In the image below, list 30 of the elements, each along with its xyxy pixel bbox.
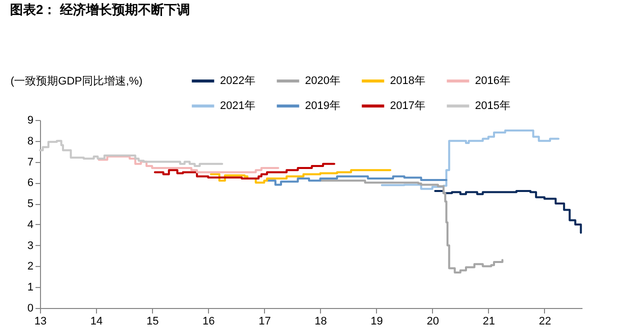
x-tick-label: 22 — [538, 316, 552, 328]
y-tick-label: 5 — [27, 198, 34, 210]
x-tick-label: 19 — [370, 316, 383, 328]
x-tick-label: 14 — [90, 316, 103, 328]
legend-label: 2020年 — [305, 75, 340, 87]
legend-label: 2018年 — [390, 75, 426, 87]
legend-label: 2015年 — [475, 100, 510, 112]
legend-label: 2021年 — [220, 100, 256, 112]
y-tick-label: 3 — [27, 240, 34, 252]
legend-label: 2019年 — [305, 100, 340, 112]
x-tick-label: 21 — [482, 316, 496, 328]
legend-label: 2016年 — [475, 75, 510, 87]
y-tick-label: 8 — [27, 135, 34, 148]
x-tick-label: 16 — [202, 316, 215, 328]
y-tick-label: 1 — [27, 282, 34, 294]
y-tick-label: 0 — [27, 302, 34, 314]
legend-label: 2017年 — [390, 100, 426, 112]
y-tick-label: 4 — [27, 218, 34, 231]
x-tick-label: 20 — [426, 316, 439, 328]
x-tick-label: 15 — [146, 316, 159, 328]
legend-label: 2022年 — [220, 75, 256, 87]
y-tick-label: 2 — [27, 260, 34, 273]
x-tick-label: 18 — [314, 316, 327, 328]
x-tick-label: 17 — [258, 316, 271, 328]
y-tick-label: 6 — [27, 177, 34, 190]
y-tick-label: 9 — [27, 114, 34, 126]
chart-title: 图表2： 经济增长预期不断下调 — [10, 2, 190, 17]
x-tick-label: 13 — [34, 316, 47, 328]
y-axis-title: (一致预期GDP同比增速,%) — [10, 74, 142, 88]
y-tick-label: 7 — [27, 156, 34, 168]
